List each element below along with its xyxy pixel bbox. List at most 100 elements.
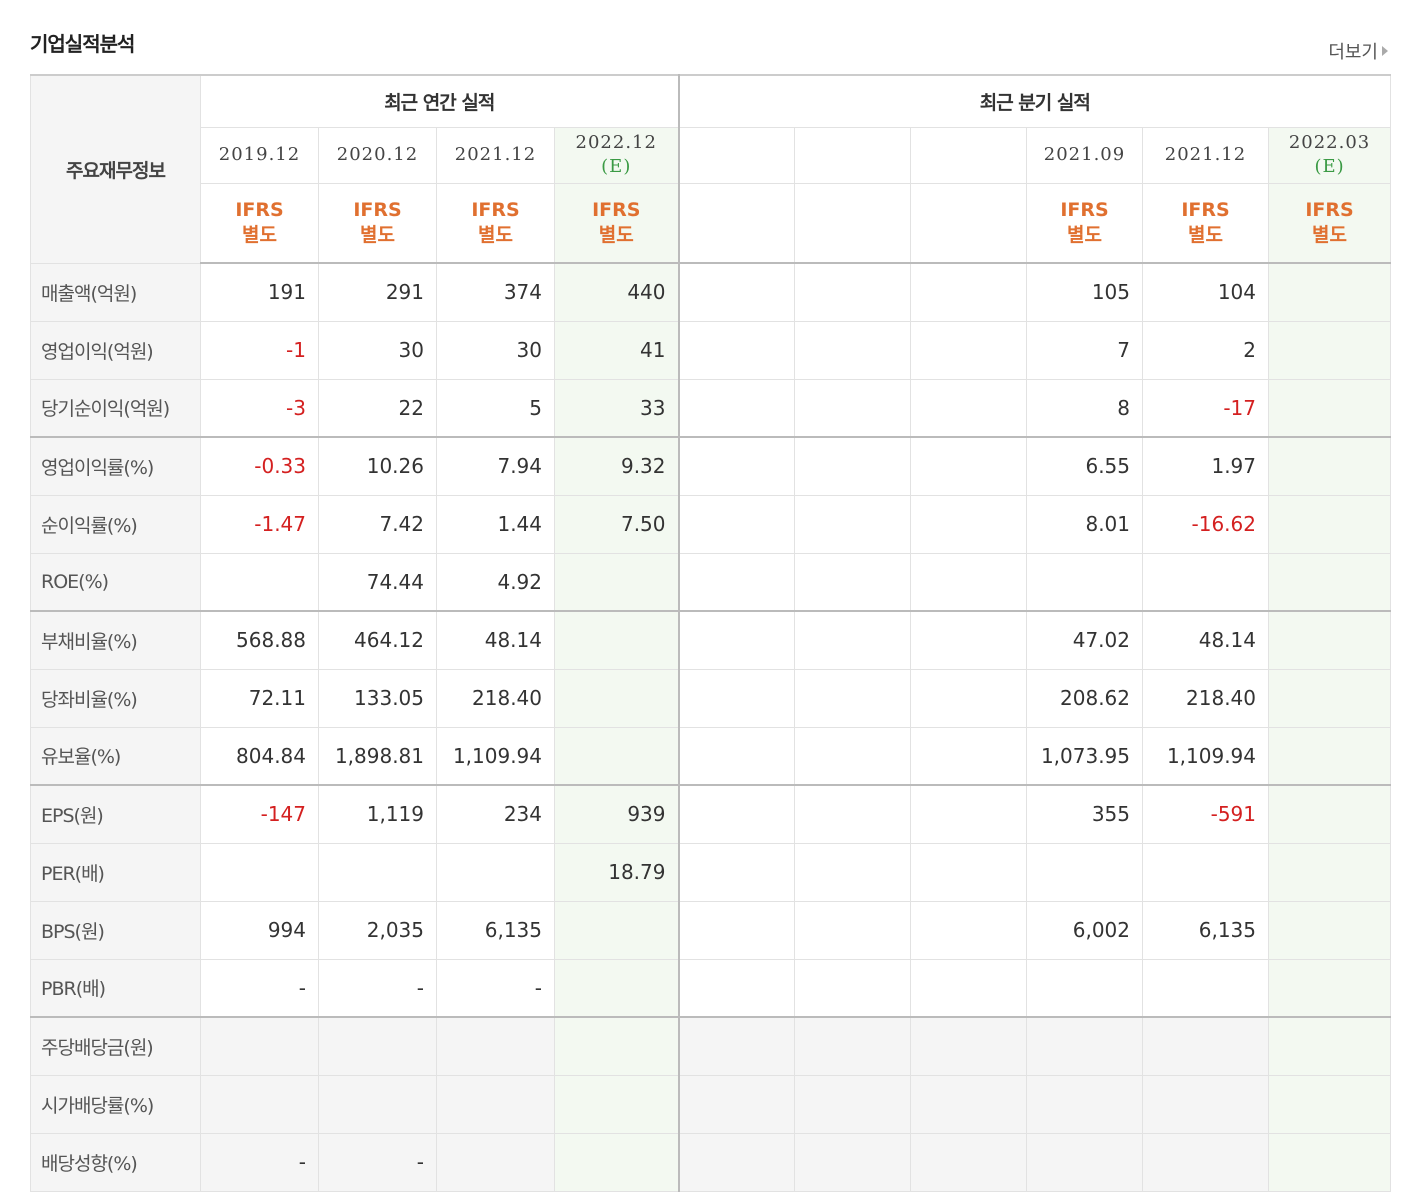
table-cell [554, 726, 679, 786]
table-cell: 1,073.95 [1026, 726, 1143, 786]
table-cell [677, 1016, 795, 1076]
table-cell: 30 [318, 320, 437, 380]
table-cell [1267, 842, 1392, 902]
table-cell: - [200, 1132, 319, 1192]
estimate-marker: (E) [1314, 156, 1345, 177]
table-cell: 234 [436, 784, 555, 844]
table-cell [1267, 494, 1392, 554]
table-cell: 2 [1142, 320, 1269, 380]
table-cell [677, 726, 795, 786]
table-cell [1267, 726, 1392, 786]
table-cell [1142, 552, 1269, 612]
table-cell [910, 726, 1027, 786]
table-cell [794, 494, 911, 554]
table-cell: -591 [1142, 784, 1269, 844]
table-cell [1267, 320, 1392, 380]
table-cell [910, 1074, 1027, 1134]
table-cell [677, 610, 795, 670]
table-cell: 218.40 [436, 668, 555, 728]
table-row: 배당성향(%) - - [30, 1132, 1392, 1192]
more-label: 더보기 [1328, 42, 1378, 63]
table-cell: 7.94 [436, 436, 555, 496]
basis-line2: 별도 [360, 223, 395, 246]
table-cell [677, 320, 795, 380]
table-cell [677, 784, 795, 844]
table-cell [1267, 784, 1392, 844]
table-cell: -1 [200, 320, 319, 380]
row-label: ROE(%) [30, 552, 201, 612]
basis-line1: IFRS [1181, 198, 1230, 221]
table-cell: 994 [200, 900, 319, 960]
table-cell [1142, 958, 1269, 1018]
table-row: 주당배당금(원) [30, 1016, 1392, 1076]
table-cell: 105 [1026, 262, 1143, 322]
table-cell [677, 262, 795, 322]
table-cell [794, 436, 911, 496]
table-cell: 33 [554, 378, 679, 438]
table-cell: -16.62 [1142, 494, 1269, 554]
accounting-basis: IFRS 별도 [1142, 182, 1269, 264]
table-cell: - [200, 958, 319, 1018]
table-cell [554, 1016, 679, 1076]
more-link[interactable]: 더보기 [1328, 38, 1388, 64]
table-cell [200, 552, 319, 612]
table-row: 당좌비율(%) 72.11 133.05 218.40 208.62 218.40 [30, 668, 1392, 728]
row-header-label: 주요재무정보 [30, 74, 201, 264]
table-row: EPS(원) -147 1,119 234 939 355 -591 [30, 784, 1392, 844]
table-cell [677, 900, 795, 960]
table-cell [1267, 958, 1392, 1018]
table-cell: 8.01 [1026, 494, 1143, 554]
period-label: 2021.12 [1164, 144, 1247, 165]
table-cell [554, 958, 679, 1018]
table-cell [677, 1074, 795, 1134]
basis-line1: IFRS [471, 198, 520, 221]
table-cell [554, 900, 679, 960]
table-cell: -17 [1142, 378, 1269, 438]
table-cell [1267, 552, 1392, 612]
period-label: 2019.12 [218, 144, 301, 165]
period-header [910, 126, 1027, 184]
table-cell: 374 [436, 262, 555, 322]
accounting-basis: IFRS 별도 [1267, 182, 1392, 264]
row-label: 부채비율(%) [30, 610, 201, 670]
table-row: BPS(원) 994 2,035 6,135 6,002 6,135 [30, 900, 1392, 960]
table-cell: 9.32 [554, 436, 679, 496]
table-row: 시가배당률(%) [30, 1074, 1392, 1134]
table-cell [1267, 1132, 1392, 1192]
table-cell: 6,002 [1026, 900, 1143, 960]
accounting-basis [677, 182, 795, 264]
table-cell: 133.05 [318, 668, 437, 728]
table-cell: 47.02 [1026, 610, 1143, 670]
table-cell: 191 [200, 262, 319, 322]
row-label: 배당성향(%) [30, 1132, 201, 1192]
table-cell [794, 842, 911, 902]
table-cell: 74.44 [318, 552, 437, 612]
table-cell [910, 842, 1027, 902]
table-cell [1142, 1132, 1269, 1192]
table-cell [200, 1074, 319, 1134]
table-cell [794, 900, 911, 960]
row-label: 매출액(억원) [30, 262, 201, 322]
table-cell: 208.62 [1026, 668, 1143, 728]
table-cell: 1,109.94 [436, 726, 555, 786]
table-cell [1267, 436, 1392, 496]
period-header: 2021.09 [1026, 126, 1143, 184]
period-label: 2022.03 [1288, 132, 1371, 153]
table-cell: 1,109.94 [1142, 726, 1269, 786]
table-cell [318, 1016, 437, 1076]
table-cell [677, 1132, 795, 1192]
table-cell [1026, 1016, 1143, 1076]
basis-line2: 별도 [1312, 223, 1348, 246]
table-cell: 291 [318, 262, 437, 322]
table-cell [794, 378, 911, 438]
section-title: 기업실적분석 [30, 32, 135, 56]
table-cell: 18.79 [554, 842, 679, 902]
table-cell [677, 842, 795, 902]
row-label: 유보율(%) [30, 726, 201, 786]
table-cell [436, 1016, 555, 1076]
table-cell: 7.42 [318, 494, 437, 554]
financial-summary-table: 주요재무정보 최근 연간 실적 최근 분기 실적 2019.12 2020.12 2… [30, 74, 1392, 1192]
period-header: 2019.12 [200, 126, 319, 184]
table-row: ROE(%) 74.44 4.92 [30, 552, 1392, 612]
period-header [677, 126, 795, 184]
